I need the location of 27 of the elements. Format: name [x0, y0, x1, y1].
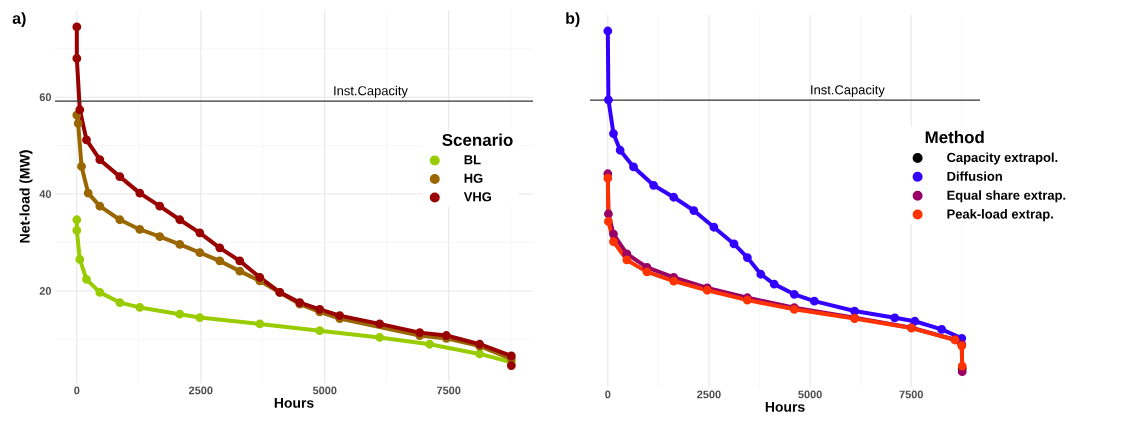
ref-line-label: Inst.Capacity — [811, 84, 885, 97]
legend-title: Scenario — [442, 133, 513, 146]
x-tick-label: 2500 — [697, 390, 721, 399]
x-tick-label: 7500 — [899, 390, 923, 399]
x-tick-label: 5000 — [312, 386, 337, 395]
x-tick-label: 0 — [605, 390, 611, 399]
y-tick-label: 20 — [39, 287, 52, 295]
x-tick-label: 0 — [74, 386, 80, 395]
y-tick-label: 40 — [39, 190, 52, 198]
y-tick-label: 60 — [39, 93, 52, 102]
ref-line-label: Inst.Capacity — [334, 85, 408, 98]
x-axis-title: Hours — [765, 402, 805, 412]
x-axis-title: Hours — [274, 398, 314, 408]
chart-title: b) — [566, 12, 580, 28]
legend-label: Equal share extrap. — [947, 190, 1066, 203]
legend-title: Method — [925, 130, 984, 144]
chart-title: a) — [12, 12, 26, 28]
legend-label: Diffusion — [947, 171, 1002, 181]
legend-label: Peak-load extrap. — [947, 209, 1053, 222]
legend-label: Capacity extrapol. — [947, 152, 1058, 165]
legend-label: HG — [464, 173, 483, 183]
x-tick-label: 2500 — [188, 386, 213, 395]
x-tick-label: 7500 — [437, 386, 461, 395]
y-axis-title: Net-load (MW) — [19, 150, 33, 243]
legend-label: VHG — [463, 192, 492, 202]
x-tick-label: 5000 — [798, 390, 822, 399]
legend-label: BL — [464, 155, 481, 165]
